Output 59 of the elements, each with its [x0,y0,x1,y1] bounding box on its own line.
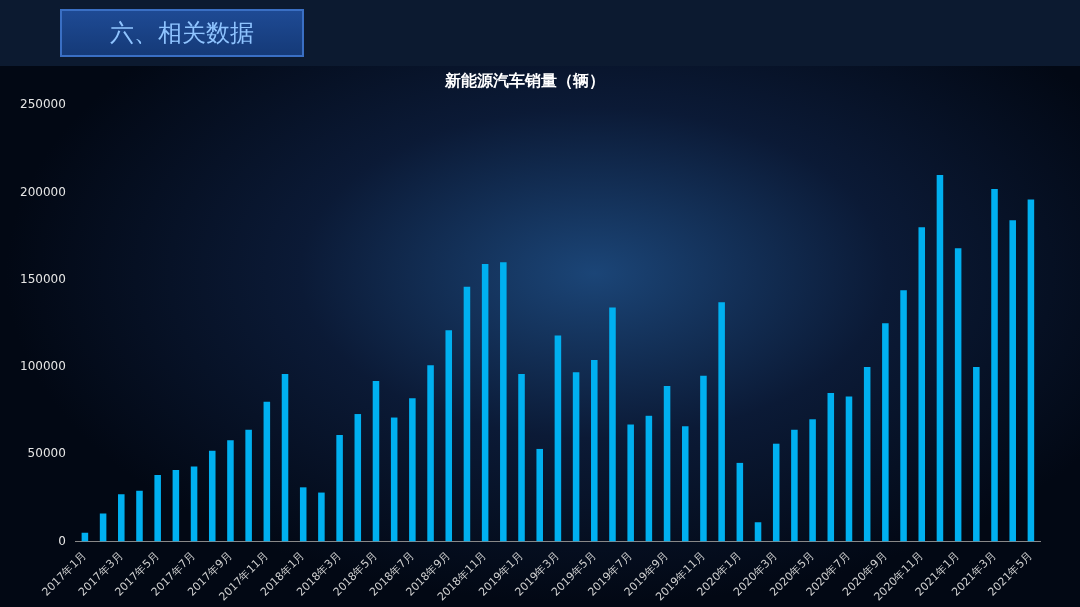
bar [208,450,216,542]
bar [281,373,289,542]
bar [536,448,543,542]
bar [754,522,762,542]
bar [409,398,416,542]
bar [445,330,453,542]
chart-title: 新能源汽车销量（辆） [444,70,605,90]
bar [463,286,471,542]
bar [954,248,962,542]
bar [318,492,325,542]
bar [663,386,671,542]
bar [263,401,271,542]
y-tick-label: 200000 [20,184,66,199]
bar [627,424,634,542]
bar [772,443,780,542]
bar [154,475,161,542]
bar [681,426,689,542]
bar [245,429,252,542]
bar [700,375,707,542]
bar [863,366,871,542]
bar [554,335,562,542]
y-tick-label: 150000 [20,271,66,286]
bar [481,263,489,542]
bar [845,396,853,542]
bar [136,490,143,542]
bar [500,262,507,542]
bar [609,307,616,542]
bar [973,366,980,542]
bar [172,469,180,542]
bar [1009,220,1016,542]
bar [518,373,525,542]
bar [336,434,343,542]
bar [900,290,907,542]
bar [227,440,234,542]
bar [827,393,835,542]
bar [354,414,362,542]
bar [427,365,434,542]
bar [591,359,598,542]
bar [190,466,198,542]
bar [882,323,889,542]
bar [718,302,725,542]
bar [936,175,944,542]
bar [390,417,398,542]
y-tick-label: 100000 [20,359,66,374]
bar [1027,199,1035,542]
bar [572,372,580,542]
bar [372,380,380,542]
bar [645,415,653,542]
text: 六、相关数据 [60,9,304,57]
y-tick-label: 250000 [20,97,66,112]
bar [918,227,926,542]
bar [736,462,744,542]
bar [809,419,816,542]
bar [991,188,998,542]
bar [299,487,307,542]
bar [791,429,798,542]
y-tick-label: 50000 [27,446,66,461]
y-tick-label: 0 [58,533,66,548]
bar [118,494,125,542]
